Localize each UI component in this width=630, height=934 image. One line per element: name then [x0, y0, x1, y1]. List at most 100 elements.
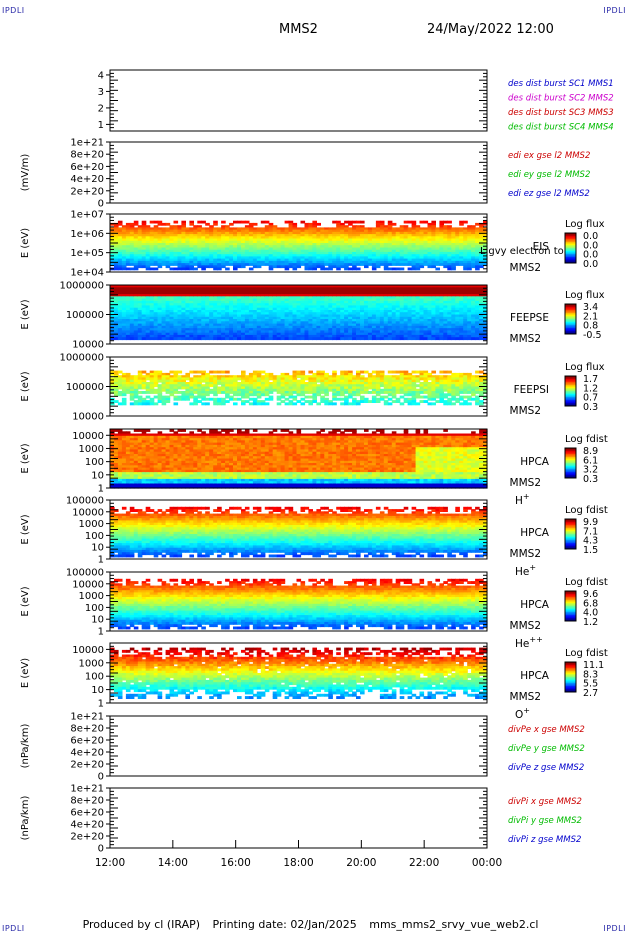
hpca_hepp-ytick-label: 10000: [72, 579, 104, 590]
dpi-left-ticks: [110, 790, 118, 846]
feepse-ylabel: E (eV): [20, 299, 31, 329]
eis-ytick-label: 1e+07: [70, 210, 104, 221]
feepse-instrument-label: FEEPSE: [510, 312, 549, 324]
hpca_h-ytick-label: 10: [91, 470, 104, 481]
eis-colorbar-tick: 0.0: [583, 231, 598, 242]
hpca_h-colorbar-title: Log fdist: [565, 434, 608, 445]
dpe-left-ticks: [110, 718, 118, 774]
dpe-right-ticks: [479, 718, 487, 774]
hpca_h-ytick-label: 1000: [79, 444, 104, 455]
feepse-ytick-label: 1000000: [59, 281, 104, 292]
hpca_he-colorbar-tick: 4.3: [583, 536, 598, 547]
hpca_hepp-colorbar-tick: 4.0: [583, 608, 598, 619]
burst-legend-item: des dist burst SC2 MMS2: [508, 94, 614, 104]
hpca_h-right-ticks: [479, 431, 487, 486]
dpi-ytick-label: 6e+20: [70, 808, 104, 819]
dpe-ytick-label: 0: [98, 772, 104, 783]
hpca_he-right-ticks: [479, 502, 487, 557]
dpi-panel-frame: [109, 787, 488, 849]
hpca_hepp-ytick-label: 10: [91, 615, 104, 626]
feepsi-right-ticks: [479, 359, 487, 414]
corner-label-bottom-right: IPDLI: [603, 924, 626, 933]
feepsi-ytick-label: 10000: [72, 412, 104, 423]
eis-ylabel: E (eV): [20, 228, 31, 258]
hpca_o-colorbar-tick: 5.5: [583, 679, 598, 690]
hpca_he-species-label: He+: [515, 563, 536, 578]
hpca_hepp-colorbar-tick: 6.8: [583, 598, 598, 609]
edi-left-ticks: [110, 144, 118, 201]
hpca_he-ylabel: E (eV): [20, 514, 31, 544]
hpca_hepp-instrument-label: HPCA: [520, 599, 550, 611]
dpe-ytick-label: 1e+21: [70, 712, 104, 723]
feepse-colorbar-tick: -0.5: [583, 330, 602, 341]
feepse-colorbar-tick: 0.8: [583, 321, 598, 332]
dpe-legend-item: divPe z gse MMS2: [508, 763, 584, 773]
hpca_h-species-label: H+: [515, 492, 530, 507]
hpca_h-colorbar-tick: 3.2: [583, 465, 598, 476]
burst-right-ticks: [479, 72, 487, 129]
hpca_he-ytick-label: 10000: [72, 507, 104, 518]
hpca_o-ytick-label: 10: [91, 685, 104, 696]
time-tick-label: 18:00: [283, 857, 313, 869]
time-tick-label: 16:00: [221, 857, 251, 869]
dpi-legend-item: divPi y gse MMS2: [508, 816, 582, 826]
footer-producer: Produced by cl (IRAP): [82, 918, 201, 931]
hpca_hepp-ytick-label: 1: [98, 627, 104, 638]
corner-label-bottom-left: IPDLI: [2, 924, 25, 933]
hpca_h-ytick-label: 100: [85, 457, 104, 468]
feepsi-colorbar-tick: 0.7: [583, 393, 598, 404]
hpca_he-colorbar-tick: 1.5: [583, 545, 598, 556]
eis-colorbar-tick: 0.0: [583, 250, 598, 261]
dpi-legend-item: divPi x gse MMS2: [508, 797, 582, 807]
eis-left-ticks: [110, 216, 118, 270]
hpca_h-colorbar-tick: 0.3: [583, 474, 598, 485]
burst-panel-frame: [109, 69, 488, 132]
feepse-spacecraft-label: MMS2: [510, 333, 541, 345]
hpca_he-spacecraft-label: MMS2: [510, 548, 541, 560]
burst-ytick-label: 1: [98, 120, 104, 131]
hpca_hepp-ytick-label: 100: [85, 603, 104, 614]
dpe-legend-item: divPe y gse MMS2: [508, 744, 585, 754]
hpca_he-colorbar-tick: 9.9: [583, 517, 598, 528]
dpe-ytick-label: 6e+20: [70, 736, 104, 747]
feepse-spectrogram: [110, 285, 488, 341]
hpca_h-spacecraft-label: MMS2: [510, 477, 541, 489]
eis-spacecraft-label: MMS2: [510, 262, 541, 274]
feepsi-instrument-label: FEEPSI: [514, 384, 549, 396]
burst-legend-item: des dist burst SC4 MMS4: [508, 123, 614, 133]
feepsi-colorbar: [564, 375, 577, 407]
feepse-right-ticks: [479, 287, 487, 342]
eis-right-ticks: [479, 216, 487, 270]
burst-ytick-label: 4: [98, 70, 104, 81]
feepsi-left-ticks: [110, 359, 118, 414]
edi-legend-item: edi ez gse l2 MMS2: [508, 189, 590, 199]
hpca_hepp-ylabel: E (eV): [20, 586, 31, 616]
hpca_hepp-right-ticks: [479, 574, 487, 629]
hpca_o-right-ticks: [479, 645, 487, 701]
dpe-ylabel: (nPa/km): [20, 724, 31, 769]
hpca_hepp-ytick-label: 100000: [66, 568, 104, 579]
hpca_hepp-ytick-label: 1000: [79, 591, 104, 602]
feepsi-colorbar-tick: 0.3: [583, 402, 598, 413]
eis-colorbar-title: Log flux: [565, 219, 605, 230]
spacecraft-title: MMS2: [279, 22, 318, 37]
hpca_o-ytick-label: 100: [85, 672, 104, 683]
burst-legend-item: des dist burst SC3 MMS3: [508, 108, 614, 118]
feepse-colorbar-title: Log flux: [565, 290, 605, 301]
feepsi-ytick-label: 1000000: [59, 353, 104, 364]
time-tick-label: 12:00: [95, 857, 125, 869]
hpca_o-ytick-label: 1000: [79, 658, 104, 669]
edi-panel-frame: [109, 141, 488, 204]
feepsi-ylabel: E (eV): [20, 371, 31, 401]
feepse-ytick-label: 10000: [72, 340, 104, 351]
edi-ytick-label: 6e+20: [70, 162, 104, 173]
edi-ytick-label: 1e+21: [70, 138, 104, 149]
eis-colorbar-tick: 0.0: [583, 240, 598, 251]
edi-legend-item: edi ex gse l2 MMS2: [508, 151, 590, 161]
hpca_hepp-colorbar: [564, 590, 577, 622]
hpca_h-colorbar: [564, 447, 577, 479]
time-tick-label: 00:00: [472, 857, 502, 869]
hpca_h-spectrogram: [110, 429, 488, 489]
time-tick-label: 20:00: [346, 857, 376, 869]
edi-legend-item: edi ey gse l2 MMS2: [508, 170, 590, 180]
